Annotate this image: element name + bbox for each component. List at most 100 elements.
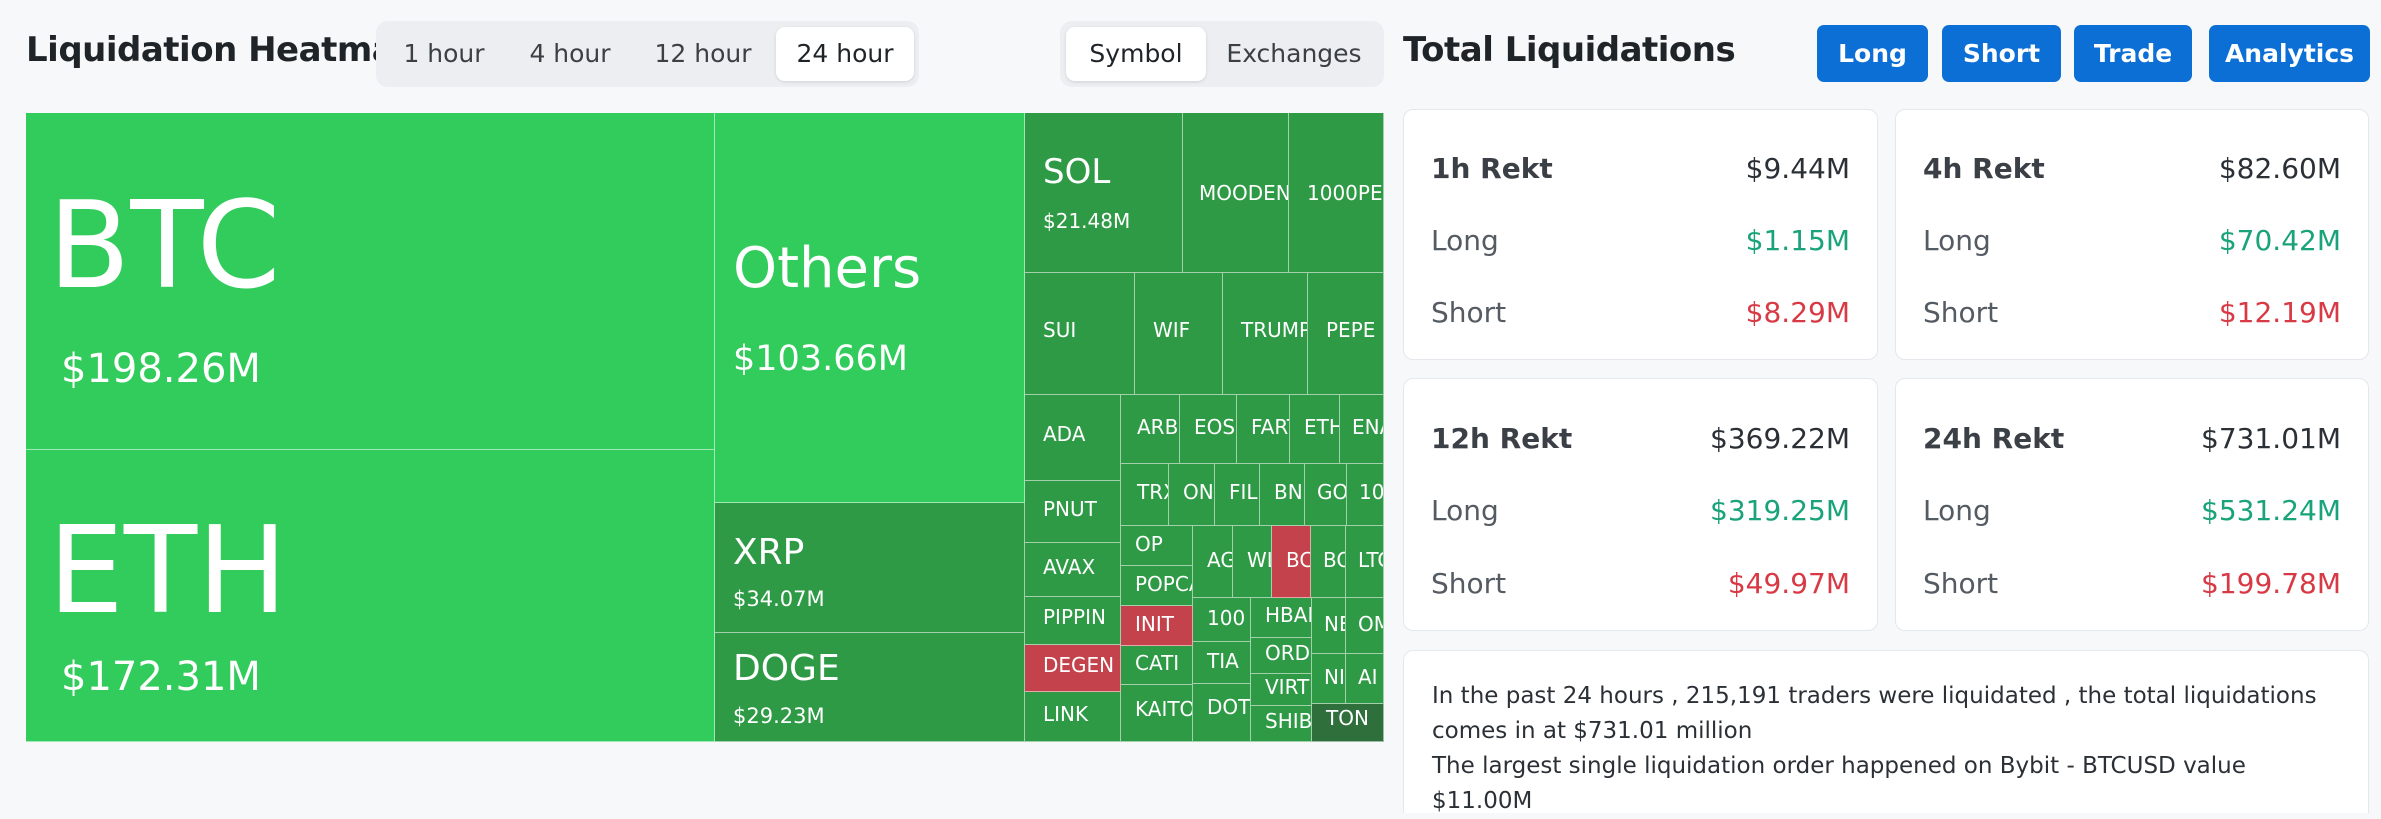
tab-4-hour[interactable]: 4 hour xyxy=(529,39,611,68)
heatmap-tile-arb[interactable]: ARB xyxy=(1121,395,1180,464)
tile-symbol: POPCAT xyxy=(1135,572,1192,596)
heatmap-tile-avax[interactable]: AVAX xyxy=(1025,543,1121,597)
tile-symbol: ETH xyxy=(1304,415,1340,439)
liquidation-summary: In the past 24 hours , 215,191 traders w… xyxy=(1403,650,2369,814)
heatmap-tile-ordi[interactable]: ORDI xyxy=(1251,638,1312,674)
heatmap-tile-shib[interactable]: SHIB xyxy=(1251,706,1312,742)
card-total: $9.44M xyxy=(1745,152,1850,185)
heatmap-tile-virtual[interactable]: VIRTUAL xyxy=(1251,674,1312,706)
long-value: $70.42M xyxy=(2218,224,2341,257)
tile-symbol: 100 xyxy=(1207,606,1246,630)
heatmap-tile-trx[interactable]: TRX xyxy=(1121,464,1169,526)
tile-symbol: PIPPIN xyxy=(1043,605,1106,629)
card-total: $731.01M xyxy=(2201,422,2341,455)
tile-symbol: KAITO xyxy=(1135,697,1193,721)
heatmap-tile-doge[interactable]: DOGE $29.23M xyxy=(715,633,1025,742)
summary-line-2: The largest single liquidation order hap… xyxy=(1432,753,2246,814)
long-value: $531.24M xyxy=(2201,494,2341,527)
heatmap-tile-others[interactable]: Others $103.66M xyxy=(715,113,1025,503)
tile-symbol: DOT xyxy=(1207,695,1251,719)
tile-symbol: WLD xyxy=(1247,548,1271,572)
heatmap-tile-pnut[interactable]: PNUT xyxy=(1025,481,1121,543)
tab-1-hour[interactable]: 1 hour xyxy=(403,39,485,68)
heatmap-tile-sui[interactable]: SUI xyxy=(1025,273,1135,395)
heatmap-tile-wif[interactable]: WIF xyxy=(1135,273,1223,395)
heatmap-tile-tia[interactable]: TIA xyxy=(1193,642,1251,684)
heatmap-tile-dot[interactable]: DOT xyxy=(1193,684,1251,742)
heatmap-tile-eth-small[interactable]: ETH xyxy=(1290,395,1340,464)
heatmap-tile-kaito[interactable]: KAITO xyxy=(1121,685,1193,742)
tile-symbol: ONDO xyxy=(1183,480,1214,504)
heatmap-tile-ltc[interactable]: LTC xyxy=(1346,526,1384,598)
heatmap-tile-agt[interactable]: AGT xyxy=(1193,526,1233,598)
rekt-card-24h: 24h Rekt $731.01M Long $531.24M Short $199.… xyxy=(1895,378,2369,631)
tab-12-hour[interactable]: 12 hour xyxy=(654,39,752,68)
heatmap-tile-popcat[interactable]: POPCAT xyxy=(1121,566,1193,606)
heatmap-tile-fartcoin[interactable]: FARTCOIN xyxy=(1237,395,1290,464)
rekt-card-4h: 4h Rekt $82.60M Long $70.42M Short $12.19M xyxy=(1895,109,2369,360)
heatmap-tile-100[interactable]: 100 xyxy=(1193,598,1251,642)
heatmap-tile-ai[interactable]: AI xyxy=(1346,654,1384,704)
heatmap-tile-ne[interactable]: NE xyxy=(1312,598,1346,654)
heatmap-tile-btc[interactable]: BTC $198.26M xyxy=(26,113,715,450)
heatmap-tile-sol[interactable]: SOL $21.48M xyxy=(1025,113,1183,273)
tile-symbol: FARTCOIN xyxy=(1251,415,1289,439)
heatmap-tile-link[interactable]: LINK xyxy=(1025,692,1121,742)
heatmap-tile-ada[interactable]: ADA xyxy=(1025,395,1121,481)
heatmap-tile-eos[interactable]: EOS xyxy=(1180,395,1237,464)
tile-symbol: INIT xyxy=(1135,612,1174,636)
heatmap-tile-cati[interactable]: CATI xyxy=(1121,646,1193,685)
short-button[interactable]: Short xyxy=(1942,25,2061,82)
heatmap-tile-fil[interactable]: FIL xyxy=(1215,464,1260,526)
heatmap-tile-bch[interactable]: BCH xyxy=(1272,526,1311,598)
long-button[interactable]: Long xyxy=(1817,25,1928,82)
tile-symbol: BTC xyxy=(48,177,281,316)
tile-symbol: Others xyxy=(733,236,922,301)
tile-symbol: PEPE xyxy=(1326,318,1376,342)
long-label: Long xyxy=(1923,224,1991,257)
trade-button[interactable]: Trade xyxy=(2074,25,2192,82)
heatmap-tile-ena[interactable]: ENA xyxy=(1340,395,1384,464)
tile-symbol: ARB xyxy=(1137,415,1179,439)
short-value: $12.19M xyxy=(2218,296,2341,329)
heatmap-tile-eth[interactable]: ETH $172.31M xyxy=(26,450,715,742)
total-liquidations-title: Total Liquidations xyxy=(1403,30,1736,70)
tile-symbol: VIRTUAL xyxy=(1265,675,1311,699)
heatmap-tile-bome[interactable]: BOME xyxy=(1311,526,1346,598)
heatmap-tile-ondo[interactable]: ONDO xyxy=(1169,464,1215,526)
card-total: $369.22M xyxy=(1710,422,1850,455)
tab-exchanges[interactable]: Exchanges xyxy=(1226,39,1362,68)
tile-symbol: TRX xyxy=(1137,480,1168,504)
summary-line-1: In the past 24 hours , 215,191 traders w… xyxy=(1432,683,2317,744)
analytics-button[interactable]: Analytics xyxy=(2209,25,2370,82)
heatmap-tile-xrp[interactable]: XRP $34.07M xyxy=(715,503,1025,633)
heatmap-tile-1000[interactable]: 1000 xyxy=(1347,464,1384,526)
tile-symbol: BNB xyxy=(1274,480,1304,504)
heatmap-tile-pepe[interactable]: PEPE xyxy=(1308,273,1384,395)
heatmap-tile-pippin[interactable]: PIPPIN xyxy=(1025,597,1121,645)
tile-symbol: ORDI xyxy=(1265,641,1312,665)
short-label: Short xyxy=(1923,296,1999,329)
tile-symbol: 1000 xyxy=(1359,480,1384,504)
heatmap-tile-wld[interactable]: WLD xyxy=(1233,526,1272,598)
heatmap-tile-goat[interactable]: GOAT xyxy=(1305,464,1347,526)
tab-24-hour[interactable]: 24 hour xyxy=(776,27,914,81)
tile-symbol: NI xyxy=(1324,665,1345,689)
tile-value: $172.31M xyxy=(61,654,261,700)
group-by-selector: Symbol Exchanges xyxy=(1060,21,1384,87)
tab-symbol[interactable]: Symbol xyxy=(1066,27,1206,81)
heatmap-tile-hbar[interactable]: HBAR xyxy=(1251,598,1312,638)
heatmap-tile-ni[interactable]: NI xyxy=(1312,654,1346,704)
heatmap-tile-om[interactable]: OM xyxy=(1346,598,1384,654)
long-label: Long xyxy=(1431,224,1499,257)
heatmap-tile-bnb[interactable]: BNB xyxy=(1260,464,1305,526)
heatmap-tile-1000pepe[interactable]: 1000PEPE xyxy=(1289,113,1384,273)
tile-symbol: DOGE xyxy=(733,648,840,689)
heatmap-tile-ton[interactable]: TON xyxy=(1312,704,1384,742)
tile-value: $103.66M xyxy=(733,339,908,379)
heatmap-tile-op[interactable]: OP xyxy=(1121,526,1193,566)
heatmap-tile-degen[interactable]: DEGEN xyxy=(1025,645,1121,692)
heatmap-tile-moodeng[interactable]: MOODENG xyxy=(1183,113,1289,273)
heatmap-tile-init[interactable]: INIT xyxy=(1121,606,1193,646)
heatmap-tile-trump[interactable]: TRUMP xyxy=(1223,273,1308,395)
